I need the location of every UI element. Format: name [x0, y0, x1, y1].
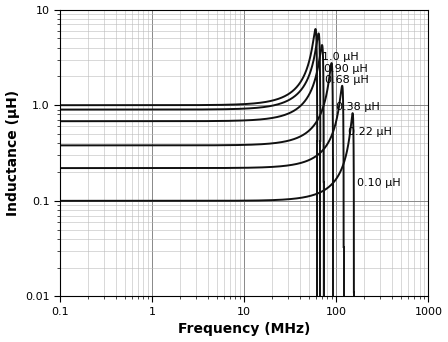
Y-axis label: Inductance (μH): Inductance (μH)	[5, 90, 20, 216]
Text: 0.10 μH: 0.10 μH	[357, 177, 401, 188]
Text: 0.68 μH: 0.68 μH	[325, 75, 369, 84]
X-axis label: Frequency (MHz): Frequency (MHz)	[178, 323, 310, 337]
Text: 0.38 μH: 0.38 μH	[336, 102, 379, 112]
Text: 1.0 μH: 1.0 μH	[322, 52, 359, 62]
Text: 0.90 μH: 0.90 μH	[324, 64, 367, 74]
Text: 0.22 μH: 0.22 μH	[348, 127, 392, 137]
